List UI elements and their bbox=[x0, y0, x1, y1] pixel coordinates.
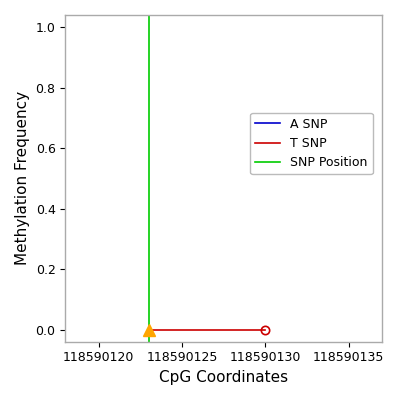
Y-axis label: Methylation Frequency: Methylation Frequency bbox=[15, 91, 30, 266]
Legend: A SNP, T SNP, SNP Position: A SNP, T SNP, SNP Position bbox=[250, 113, 372, 174]
X-axis label: CpG Coordinates: CpG Coordinates bbox=[159, 370, 288, 385]
